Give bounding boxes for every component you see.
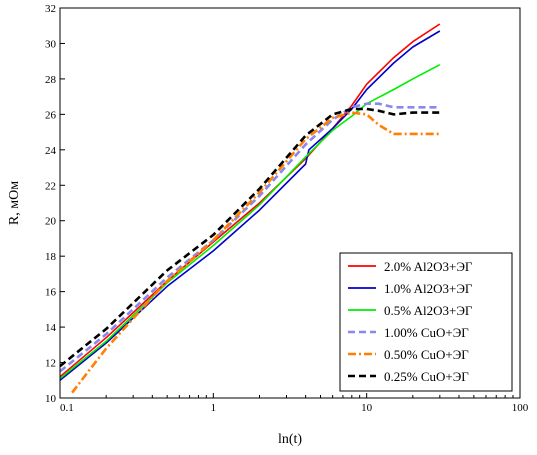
y-tick-label: 22: [45, 180, 56, 192]
x-tick-label: 100: [512, 402, 529, 414]
legend-label: 0.50% CuO+ЭГ: [384, 347, 469, 362]
series-line: [71, 111, 440, 394]
y-tick-label: 20: [45, 216, 57, 228]
legend-label: 1.00% CuO+ЭГ: [384, 325, 469, 340]
y-tick-label: 30: [45, 38, 57, 50]
plot-frame: [59, 7, 521, 399]
x-tick-label: 1: [211, 402, 217, 414]
series-line: [59, 107, 440, 368]
legend-label: 0.25% CuO+ЭГ: [384, 369, 469, 384]
legend-label: 1.0% Al2O3+ЭГ: [384, 281, 473, 296]
y-tick-label: 14: [45, 322, 57, 334]
y-tick-label: 32: [45, 3, 56, 15]
series-line: [59, 30, 441, 381]
legend-label: 2.0% Al2O3+ЭГ: [384, 259, 473, 274]
y-tick-label: 18: [45, 251, 57, 263]
plot-area: [59, 23, 441, 394]
legend-box: [339, 252, 513, 392]
y-axis-label: R, мОм: [7, 181, 22, 225]
y-tick-label: 12: [45, 358, 56, 370]
x-tick-label: 0.1: [60, 402, 74, 414]
legend: 2.0% Al2O3+ЭГ 1.0% Al2O3+ЭГ 0.5% Al2O3+ЭГ 1…: [339, 252, 513, 392]
y-tick-label: 28: [45, 74, 57, 86]
y-tick-label: 24: [45, 145, 57, 157]
y-tick-label: 26: [45, 109, 57, 121]
y-tick-label: 10: [45, 393, 57, 405]
x-tick-label: 10: [361, 402, 373, 414]
axis-ticks: 0.1 1 10 100 10 12 14 16 18 20 22 24 26 28 30 32: [45, 3, 529, 414]
legend-label: 0.5% Al2O3+ЭГ: [384, 303, 473, 318]
y-tick-label: 16: [45, 287, 57, 299]
x-axis-label: ln(t): [278, 432, 302, 447]
